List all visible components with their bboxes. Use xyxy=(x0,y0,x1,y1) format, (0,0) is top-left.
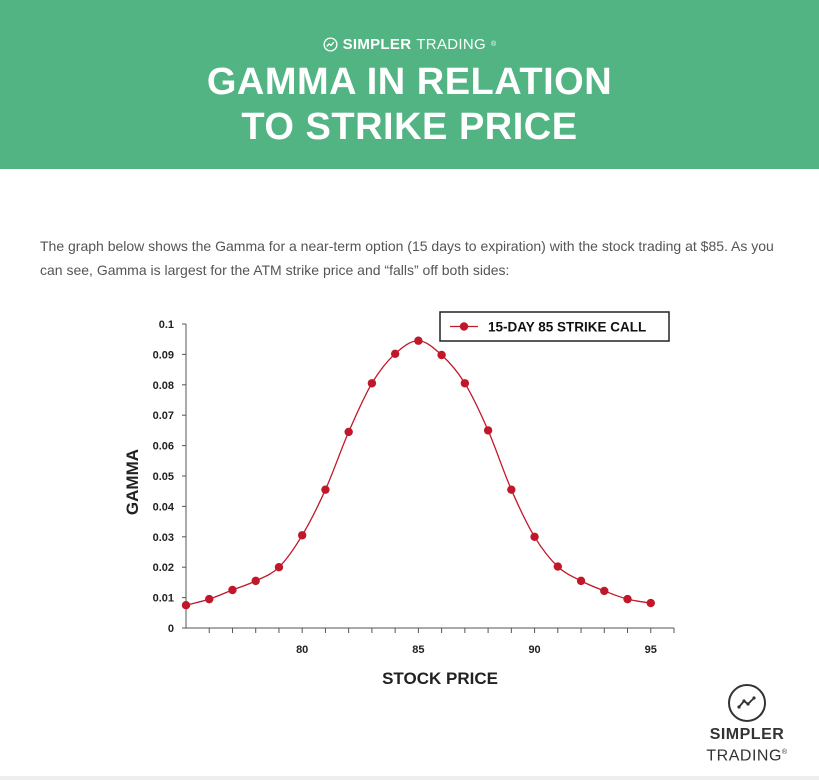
chart-legend: 15-DAY 85 STRIKE CALL xyxy=(439,311,670,342)
data-point xyxy=(205,594,214,604)
y-tick-label: 0.08 xyxy=(153,380,174,392)
chart-series xyxy=(181,336,655,610)
x-axis-label: STOCK PRICE xyxy=(382,669,498,688)
brand-header: SIMPLER TRADING ® xyxy=(0,36,819,53)
data-point xyxy=(507,485,516,494)
chart-ticks: 0 0.01 0.02 0.03 0.04 0.05 0.06 0.07 0.08 0.09 0.1… xyxy=(153,319,675,656)
x-tick-label: 95 xyxy=(645,644,657,656)
y-tick-label: 0.03 xyxy=(153,532,174,544)
data-point xyxy=(274,563,284,572)
data-point xyxy=(181,601,191,610)
data-point xyxy=(553,562,563,571)
y-tick-label: 0.09 xyxy=(153,349,174,361)
title-line-1: GAMMA IN RELATION xyxy=(206,61,613,103)
y-tick-label: 0.1 xyxy=(159,319,174,331)
data-point xyxy=(297,531,307,540)
brand-name-light: TRADING xyxy=(416,36,486,53)
legend-marker xyxy=(459,322,469,331)
y-tick-label: 0.07 xyxy=(153,410,174,422)
data-point xyxy=(576,576,586,586)
y-tick-label: 0.06 xyxy=(153,441,174,453)
title-line-2: TO STRIKE PRICE xyxy=(241,106,578,148)
brand-registered-mark: ® xyxy=(490,41,497,48)
data-point xyxy=(228,585,237,595)
data-point xyxy=(251,576,260,586)
simpler-trading-logo: SIMPLER TRADING® xyxy=(702,684,792,765)
logo-text-line-1: SIMPLER xyxy=(709,726,785,743)
x-tick-label: 90 xyxy=(528,644,540,656)
legend-label: 15-DAY 85 STRIKE CALL xyxy=(488,320,646,335)
y-tick-label: 0.02 xyxy=(153,562,174,574)
gamma-chart: 0 0.01 0.02 0.03 0.04 0.05 0.06 0.07 0.08 0.09 0.1… xyxy=(123,311,675,688)
logo-trend-icon xyxy=(728,684,766,722)
series-line xyxy=(185,340,651,606)
x-tick-label: 85 xyxy=(412,644,424,656)
logo-text-line-2: TRADING® xyxy=(706,747,788,765)
header-banner: SIMPLER TRADING ® GAMMA IN RELATION TO STR… xyxy=(0,0,819,169)
data-point xyxy=(530,532,539,541)
brand-name-bold: SIMPLER xyxy=(342,36,412,53)
data-point xyxy=(646,598,655,608)
data-point xyxy=(321,485,330,494)
trend-icon xyxy=(323,37,338,52)
y-tick-label: 0.01 xyxy=(153,593,174,605)
data-point xyxy=(483,426,493,435)
intro-paragraph: The graph below shows the Gamma for a ne… xyxy=(40,238,774,278)
page-title: GAMMA IN RELATION TO STRIKE PRICE xyxy=(0,60,819,150)
y-tick-label: 0.05 xyxy=(153,471,174,483)
data-point xyxy=(367,379,377,388)
data-point xyxy=(390,349,400,358)
x-tick-label: 80 xyxy=(296,644,308,656)
data-point xyxy=(344,427,353,437)
data-point xyxy=(460,379,470,388)
footer-divider xyxy=(0,776,819,780)
legend-box xyxy=(439,311,670,342)
data-point xyxy=(414,336,423,345)
data-point xyxy=(437,350,446,360)
y-tick-label: 0.04 xyxy=(153,501,175,513)
data-point xyxy=(623,594,632,604)
data-point xyxy=(600,586,609,596)
y-axis-label: GAMMA xyxy=(123,449,142,515)
y-tick-label: 0 xyxy=(168,623,174,635)
